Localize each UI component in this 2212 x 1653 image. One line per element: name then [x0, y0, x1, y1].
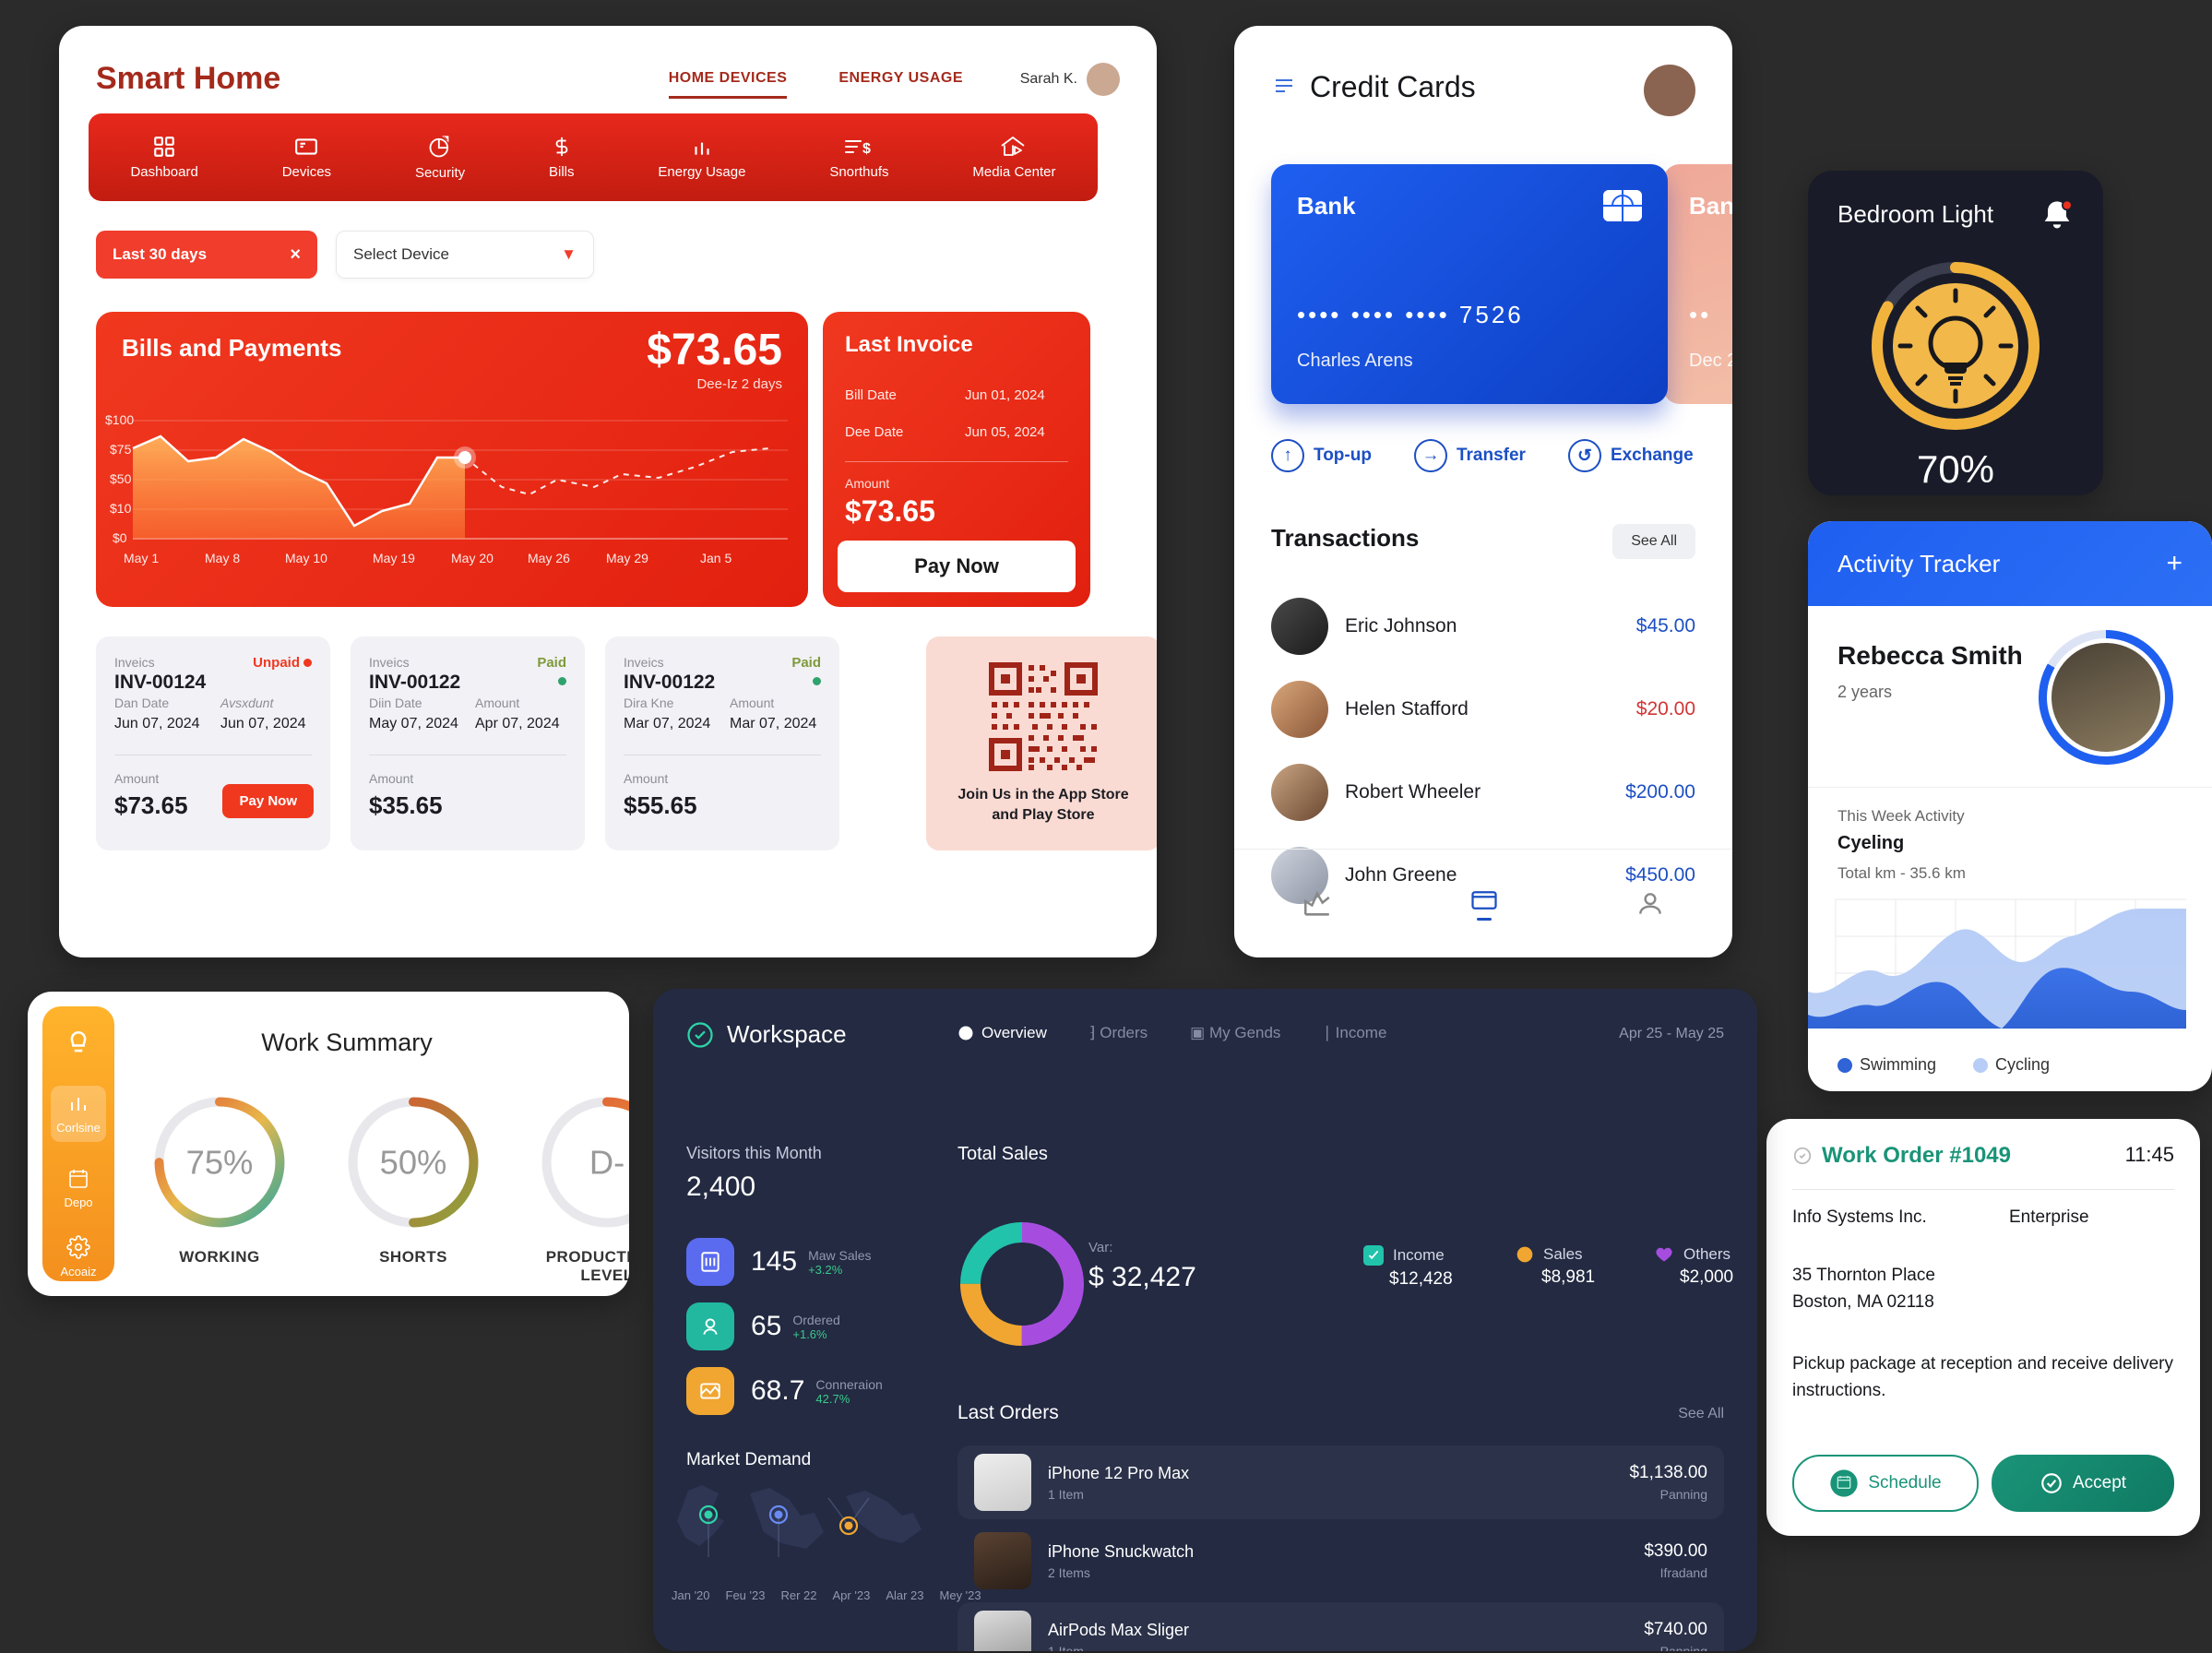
- svg-text:$0: $0: [113, 530, 127, 545]
- svg-text:$100: $100: [105, 412, 134, 427]
- svg-text:50%: 50%: [380, 1143, 447, 1181]
- svg-text:May 19: May 19: [373, 551, 415, 565]
- svg-text:May 10: May 10: [285, 551, 327, 565]
- svg-text:D-: D-: [589, 1143, 624, 1181]
- svg-text:Jan 5: Jan 5: [700, 551, 731, 565]
- svg-text:May 26: May 26: [528, 551, 570, 565]
- svg-text:May 29: May 29: [606, 551, 648, 565]
- svg-text:$10: $10: [110, 501, 132, 516]
- svg-text:$50: $50: [110, 471, 132, 486]
- svg-text:May 20: May 20: [451, 551, 494, 565]
- svg-text:May 1: May 1: [124, 551, 159, 565]
- svg-text:May 8: May 8: [205, 551, 240, 565]
- svg-text:75%: 75%: [186, 1143, 254, 1181]
- svg-text:$75: $75: [110, 442, 132, 457]
- svg-text:$: $: [862, 141, 871, 157]
